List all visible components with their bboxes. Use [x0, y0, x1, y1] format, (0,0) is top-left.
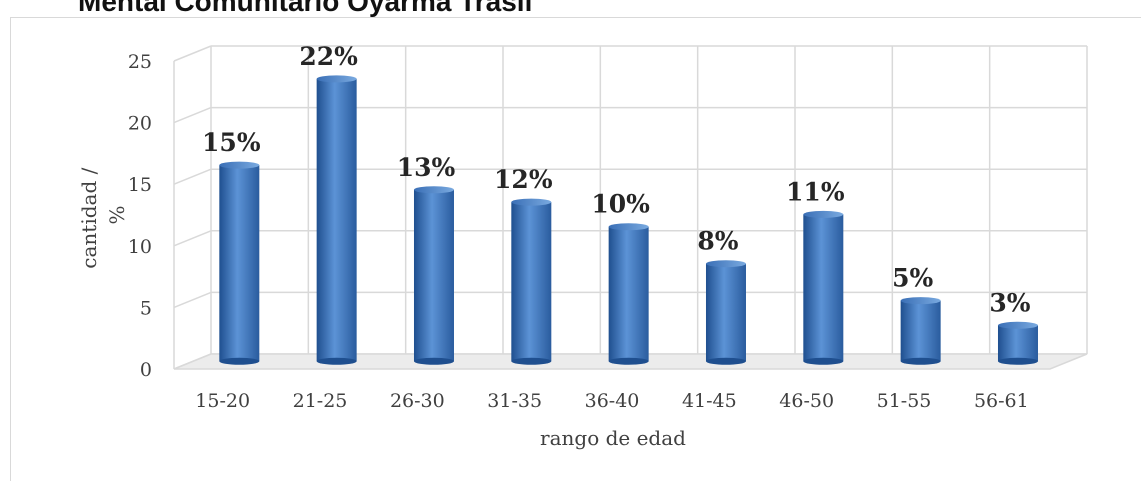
bar-36-40 [608, 223, 649, 365]
x-axis-label: rango de edad [540, 426, 686, 450]
x-tick-label-41-45: 41-45 [682, 390, 737, 412]
page-title: Mental Comunitario Oyarma Trasli [78, 0, 533, 17]
bar-56-61 [997, 321, 1038, 365]
data-label-21-25: 22% [299, 42, 358, 71]
x-tick-label-15-20: 15-20 [195, 390, 250, 412]
y-tick-label: 20 [128, 113, 152, 135]
data-label-51-55: 5% [892, 264, 933, 293]
x-tick-label-21-25: 21-25 [293, 390, 348, 412]
data-label-41-45: 8% [697, 227, 738, 256]
chart-frame [10, 17, 1141, 481]
bar-21-25 [316, 75, 357, 365]
x-tick-label-36-40: 36-40 [585, 390, 640, 412]
data-label-36-40: 10% [591, 190, 650, 219]
gridline-side [173, 45, 212, 62]
y-tick-label: 10 [128, 236, 152, 258]
y-tick-label: 0 [140, 359, 152, 381]
y-tick-label: 25 [128, 51, 152, 73]
grid-lines [173, 45, 1088, 370]
x-tick-label-26-30: 26-30 [390, 390, 445, 412]
y-axis-label: cantidad / % [77, 161, 129, 268]
gridline-side [173, 291, 212, 309]
data-labels: 15% 22% 13% 12% 10% 8% 11% 5% 3% [202, 42, 1031, 317]
y-axis-label-line-1: cantidad / [77, 167, 101, 268]
y-tick-label: 15 [128, 174, 152, 196]
x-axis-ticks: 15-20 21-25 26-30 31-35 36-40 41-45 46-50 51-55… [195, 390, 1028, 412]
x-tick-label-46-50: 46-50 [779, 390, 834, 412]
gridline-side [173, 106, 212, 124]
gridline-side [173, 168, 212, 185]
data-label-56-61: 3% [989, 288, 1030, 317]
bars [219, 75, 1038, 365]
bar-51-55 [900, 297, 941, 365]
x-tick-label-31-35: 31-35 [487, 390, 542, 412]
bar-26-30 [413, 186, 454, 365]
x-tick-label-56-61: 56-61 [974, 390, 1029, 412]
data-label-31-35: 12% [494, 165, 553, 194]
bar-46-50 [803, 210, 844, 365]
data-label-15-20: 15% [202, 128, 261, 157]
bar-41-45 [705, 260, 746, 365]
data-label-26-30: 13% [397, 153, 456, 182]
y-axis-label-line-2: % [105, 205, 129, 224]
y-tick-label: 5 [140, 297, 152, 319]
gridline-side [173, 230, 212, 247]
bar-31-35 [511, 198, 552, 365]
bar-15-20 [219, 161, 260, 365]
data-label-46-50: 11% [786, 177, 845, 206]
y-axis: 0 5 10 15 20 25 [128, 51, 152, 381]
x-tick-label-51-55: 51-55 [877, 390, 932, 412]
